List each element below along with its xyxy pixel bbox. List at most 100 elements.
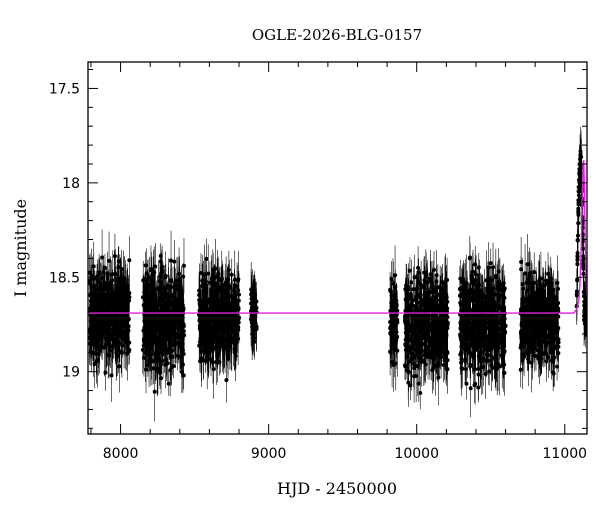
data-point [211, 340, 216, 345]
data-point [390, 360, 395, 365]
data-point [403, 297, 408, 302]
data-point [162, 309, 167, 314]
data-point [106, 340, 111, 345]
observation-season-7 [457, 236, 508, 418]
data-point [468, 298, 473, 303]
data-point [478, 288, 483, 293]
data-point [158, 295, 163, 300]
data-point [143, 351, 148, 356]
data-point [407, 268, 412, 273]
data-point [411, 287, 416, 292]
data-point [231, 296, 236, 301]
data-point [498, 305, 503, 310]
data-point [176, 324, 181, 329]
data-point [406, 285, 411, 290]
data-point [98, 283, 103, 288]
data-point [419, 282, 424, 287]
data-point [224, 378, 229, 383]
data-point [391, 281, 396, 286]
data-point [432, 267, 437, 272]
data-point [493, 275, 498, 280]
data-point [421, 299, 426, 304]
data-point [119, 350, 124, 355]
data-point [96, 324, 101, 329]
data-point [405, 368, 410, 373]
data-point [165, 294, 170, 299]
data-point [491, 265, 496, 270]
data-point [145, 331, 150, 336]
data-point [91, 316, 96, 321]
data-point [211, 324, 216, 329]
data-point [156, 326, 161, 331]
data-point [232, 350, 237, 355]
data-point [172, 259, 177, 264]
data-point [114, 350, 119, 355]
data-point [198, 324, 203, 329]
data-point [388, 350, 393, 355]
data-point [211, 281, 216, 286]
data-point [163, 275, 168, 280]
data-point [410, 333, 415, 338]
data-point [121, 281, 126, 286]
data-point [416, 340, 421, 345]
data-point [479, 315, 484, 320]
data-point [488, 261, 493, 266]
data-point [408, 383, 413, 388]
data-point [177, 271, 182, 276]
data-point [232, 317, 237, 322]
data-point [466, 332, 471, 337]
data-point [178, 354, 183, 359]
data-point [232, 277, 237, 282]
data-point [171, 326, 176, 331]
data-point [416, 381, 421, 386]
data-point [155, 368, 160, 373]
data-point [107, 258, 112, 263]
data-point [433, 294, 438, 299]
data-point [430, 349, 435, 354]
data-point [413, 317, 418, 322]
data-point [141, 278, 146, 283]
data-point [98, 321, 103, 326]
data-point [100, 255, 105, 260]
data-point [236, 288, 241, 293]
data-point [150, 358, 155, 363]
data-point [494, 332, 499, 337]
data-point [486, 265, 491, 270]
data-point [502, 370, 507, 375]
observation-season-3 [197, 238, 242, 403]
data-point [125, 308, 130, 313]
data-point [236, 292, 241, 297]
data-point [120, 343, 125, 348]
data-point [403, 337, 408, 342]
data-point [470, 269, 475, 274]
data-point [414, 373, 419, 378]
data-point [213, 266, 218, 271]
data-point [418, 299, 423, 304]
data-point [179, 290, 184, 295]
data-point [468, 362, 473, 367]
data-point [175, 301, 180, 306]
data-point [102, 292, 107, 297]
data-point [402, 363, 407, 368]
data-point [142, 303, 147, 308]
data-point [404, 307, 409, 312]
data-point [204, 330, 209, 335]
data-point [391, 323, 396, 328]
data-point [437, 307, 442, 312]
data-point [486, 353, 491, 358]
data-point [436, 317, 441, 322]
data-point [500, 318, 505, 323]
data-point [199, 341, 204, 346]
data-point [425, 290, 430, 295]
data-point [460, 341, 465, 346]
data-point [482, 304, 487, 309]
data-point [162, 289, 167, 294]
data-point [202, 272, 207, 277]
data-point [463, 359, 468, 364]
data-point [473, 308, 478, 313]
data-point [422, 278, 427, 283]
data-point [225, 293, 230, 298]
data-point [461, 302, 466, 307]
data-point [208, 330, 213, 335]
data-point [423, 349, 428, 354]
